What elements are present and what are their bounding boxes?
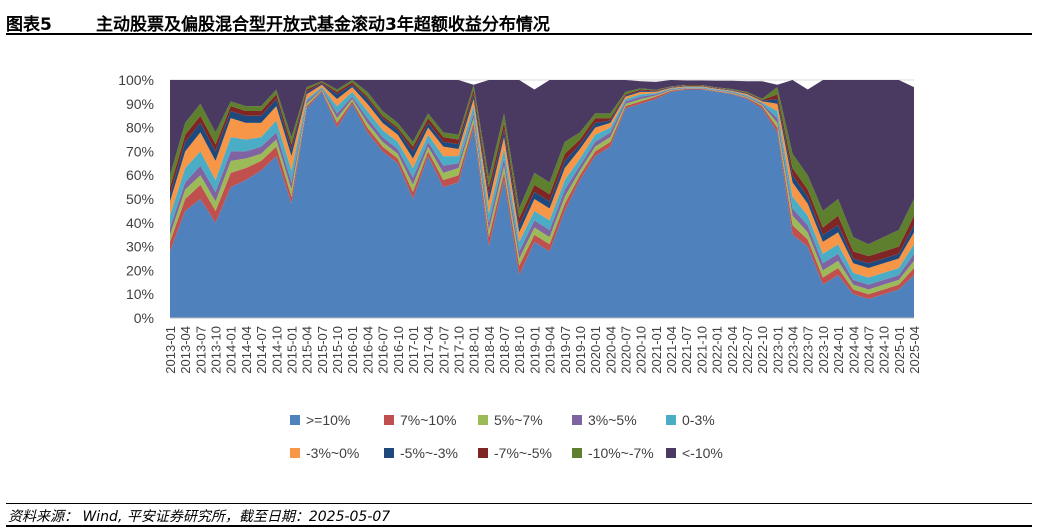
- x-tick-label: 2018-04: [482, 326, 497, 374]
- x-tick-label: 2025-04: [907, 326, 922, 374]
- y-axis-ticks: 0% 10% 20% 30% 40% 50% 60% 70% 80% 90% 100%: [118, 72, 154, 326]
- x-tick-label: 2014-04: [239, 326, 254, 374]
- series-area: [170, 89, 914, 319]
- x-tick-label: 2015-01: [284, 326, 299, 374]
- footer-rule-top: [6, 503, 1032, 504]
- x-tick-label: 2016-10: [391, 326, 406, 374]
- x-tick-label: 2025-01: [892, 326, 907, 374]
- stacked-area-chart: 0% 10% 20% 30% 40% 50% 60% 70% 80% 90% 100% 2013-0…: [118, 72, 922, 461]
- x-tick-label: 2016-07: [376, 326, 391, 374]
- source-note: 资料来源： Wind, 平安证券研究所，截至日期：2025-05-07: [8, 509, 391, 525]
- legend-swatch: [572, 448, 582, 458]
- x-tick-label: 2023-07: [801, 326, 816, 374]
- legend: >=10% 7%~10% 5%~7% 3%~5% 0-3% -3%~0% -5%~-3% -7…: [290, 412, 723, 461]
- x-tick-label: 2015-07: [315, 326, 330, 374]
- x-tick-label: 2014-01: [224, 326, 239, 374]
- x-tick-label: 2021-07: [679, 326, 694, 374]
- x-tick-label: 2018-01: [467, 326, 482, 374]
- x-tick-label: 2019-07: [558, 326, 573, 374]
- x-tick-label: 2022-04: [725, 326, 740, 374]
- x-tick-label: 2021-01: [649, 326, 664, 374]
- x-tick-label: 2015-10: [330, 326, 345, 374]
- x-tick-label: 2019-04: [543, 326, 558, 374]
- x-tick-label: 2024-07: [861, 326, 876, 374]
- legend-swatch: [478, 415, 488, 425]
- x-tick-label: 2019-01: [527, 326, 542, 374]
- legend-swatch: [666, 415, 676, 425]
- x-tick-label: 2017-01: [406, 326, 421, 374]
- legend-swatch: [478, 448, 488, 458]
- legend-label: 3%~5%: [588, 412, 637, 428]
- y-tick-label: 50%: [126, 191, 154, 207]
- header-rule: [6, 33, 1032, 35]
- x-tick-label: 2015-04: [300, 326, 315, 374]
- x-tick-label: 2017-10: [451, 326, 466, 374]
- footer-rule-bottom: [6, 525, 1032, 527]
- legend-swatch: [384, 415, 394, 425]
- figure-title: 主动股票及偏股混合型开放式基金滚动3年超额收益分布情况: [96, 15, 550, 35]
- x-tick-label: 2014-07: [254, 326, 269, 374]
- x-tick-label: 2020-10: [634, 326, 649, 374]
- x-tick-label: 2023-04: [786, 326, 801, 374]
- x-tick-label: 2018-10: [512, 326, 527, 374]
- legend-swatch: [666, 448, 676, 458]
- y-tick-label: 20%: [126, 262, 154, 278]
- x-tick-label: 2016-04: [360, 326, 375, 374]
- figure-header: 图表5 主动股票及偏股混合型开放式基金滚动3年超额收益分布情况: [6, 4, 1032, 35]
- x-tick-label: 2017-04: [421, 326, 436, 374]
- legend-label: -5%~-3%: [400, 445, 458, 461]
- x-tick-label: 2016-01: [345, 326, 360, 374]
- y-tick-label: 0%: [134, 310, 154, 326]
- x-tick-label: 2021-10: [694, 326, 709, 374]
- y-tick-label: 90%: [126, 96, 154, 112]
- y-tick-label: 70%: [126, 143, 154, 159]
- legend-label: -10%~-7%: [588, 445, 654, 461]
- x-tick-label: 2013-07: [193, 326, 208, 374]
- series-areas: [170, 80, 914, 319]
- x-tick-label: 2013-01: [163, 326, 178, 374]
- x-tick-label: 2013-04: [178, 326, 193, 374]
- x-tick-label: 2020-04: [603, 326, 618, 374]
- x-tick-label: 2020-07: [619, 326, 634, 374]
- legend-label: 0-3%: [682, 412, 715, 428]
- legend-label: -7%~-5%: [494, 445, 552, 461]
- y-tick-label: 40%: [126, 215, 154, 231]
- x-tick-label: 2018-07: [497, 326, 512, 374]
- legend-label: <-10%: [682, 445, 723, 461]
- y-tick-label: 30%: [126, 239, 154, 255]
- figure-number: 图表5: [6, 15, 52, 35]
- x-tick-label: 2023-10: [816, 326, 831, 374]
- legend-label: 5%~7%: [494, 412, 543, 428]
- legend-label: 7%~10%: [400, 412, 456, 428]
- y-tick-label: 10%: [126, 286, 154, 302]
- x-tick-label: 2024-04: [846, 326, 861, 374]
- y-tick-label: 100%: [118, 72, 154, 88]
- legend-swatch: [290, 415, 300, 425]
- x-tick-label: 2019-10: [573, 326, 588, 374]
- x-tick-label: 2024-01: [831, 326, 846, 374]
- legend-label: >=10%: [306, 412, 350, 428]
- x-tick-label: 2024-10: [877, 326, 892, 374]
- legend-label: -3%~0%: [306, 445, 359, 461]
- series-area: [170, 80, 914, 245]
- x-tick-label: 2013-10: [209, 326, 224, 374]
- legend-swatch: [572, 415, 582, 425]
- x-tick-label: 2022-10: [755, 326, 770, 374]
- legend-swatch: [290, 448, 300, 458]
- x-tick-label: 2014-10: [269, 326, 284, 374]
- y-tick-label: 60%: [126, 167, 154, 183]
- x-tick-label: 2022-07: [740, 326, 755, 374]
- y-tick-label: 80%: [126, 120, 154, 136]
- x-tick-label: 2020-01: [588, 326, 603, 374]
- x-tick-label: 2017-07: [436, 326, 451, 374]
- x-tick-label: 2023-01: [770, 326, 785, 374]
- x-axis-ticks: 2013-01 2013-04 2013-07 2013-10 2014-01 2014-…: [163, 326, 922, 374]
- legend-swatch: [384, 448, 394, 458]
- x-tick-label: 2022-01: [710, 326, 725, 374]
- x-tick-label: 2021-04: [664, 326, 679, 374]
